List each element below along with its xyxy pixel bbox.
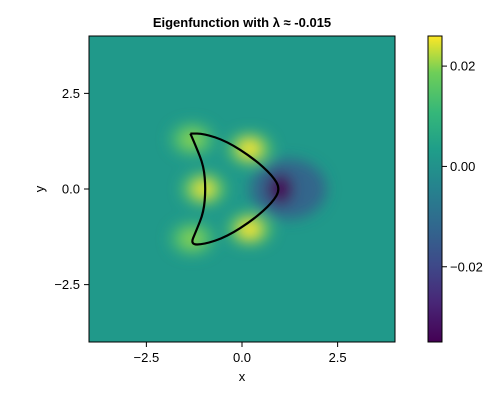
field-feature-2 xyxy=(193,180,214,198)
y-tick-label-0: −2.5 xyxy=(54,277,80,292)
colorbar-tick-label-0: −0.02 xyxy=(450,259,483,274)
plot-area xyxy=(89,36,395,342)
y-axis: −2.5 0.0 2.5 xyxy=(54,86,89,292)
x-tick-label-2: 2.5 xyxy=(329,350,347,365)
x-tick-label-1: 0.0 xyxy=(233,350,251,365)
field-feature-5 xyxy=(268,174,293,204)
colorbar-tick-label-1: 0.00 xyxy=(450,159,475,174)
y-tick-label-2: 2.5 xyxy=(62,86,80,101)
x-tick-label-0: −2.5 xyxy=(134,350,160,365)
chart-title: Eigenfunction with λ ≈ -0.015 xyxy=(153,15,331,30)
y-tick-label-1: 0.0 xyxy=(62,182,80,197)
heatmap-background xyxy=(89,36,395,342)
y-axis-label: y xyxy=(32,185,47,192)
x-axis-label: x xyxy=(239,369,246,384)
x-axis: −2.5 0.0 2.5 xyxy=(134,342,347,365)
boundary-curve xyxy=(189,132,280,246)
colorbar-tick-label-2: 0.02 xyxy=(450,59,475,74)
colorbar-ticks: −0.02 0.00 0.02 xyxy=(442,59,483,274)
colorbar: −0.02 0.00 0.02 xyxy=(427,35,483,343)
colorbar-gradient xyxy=(427,35,443,343)
